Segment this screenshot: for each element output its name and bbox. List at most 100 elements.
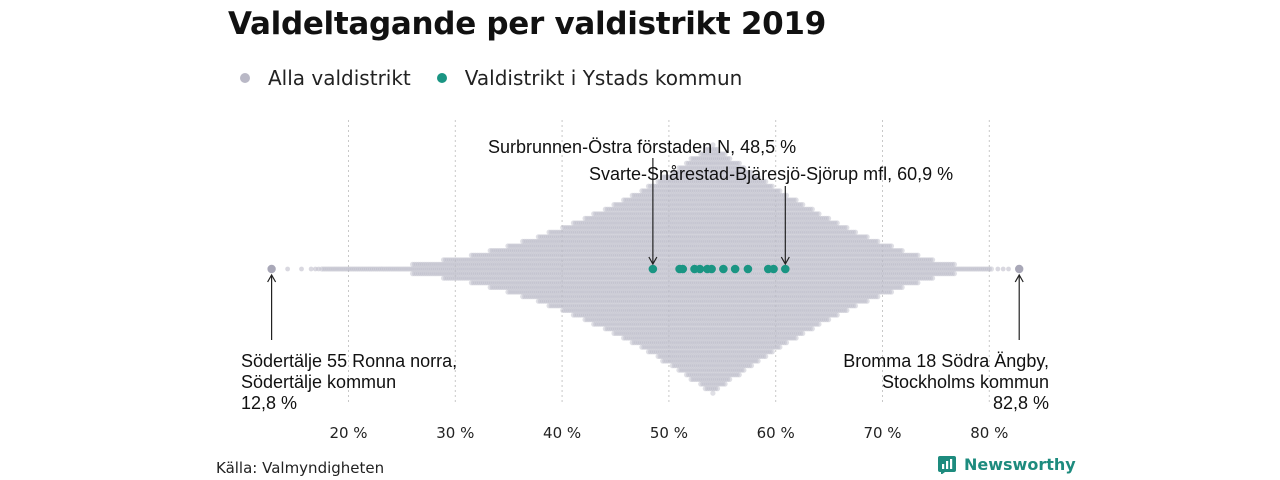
district-point [546, 229, 552, 235]
district-point [507, 284, 514, 290]
district-point [535, 234, 541, 240]
district-point [472, 252, 479, 258]
district-point [457, 275, 463, 281]
district-point [485, 266, 491, 272]
district-point [475, 266, 481, 272]
district-point [335, 266, 341, 272]
district-point [536, 294, 542, 300]
district-point [537, 234, 544, 240]
district-point [337, 266, 343, 272]
district-point [440, 257, 447, 263]
district-point [524, 294, 530, 300]
district-point [430, 271, 436, 277]
district-point [471, 266, 477, 272]
district-point [511, 243, 517, 249]
district-point [534, 266, 540, 272]
district-point [489, 271, 495, 277]
district-point [491, 257, 497, 263]
district-point [376, 266, 382, 272]
district-point [481, 266, 487, 272]
district-point [503, 248, 510, 254]
district-point [323, 266, 329, 272]
district-point [527, 261, 533, 267]
district-point [539, 243, 546, 249]
district-point [470, 261, 477, 267]
district-point [515, 252, 521, 258]
district-point [499, 275, 505, 281]
district-point [509, 271, 515, 277]
district-point [485, 257, 491, 263]
district-point [503, 280, 509, 286]
district-point [457, 257, 463, 263]
district-point [489, 280, 495, 286]
district-point [535, 289, 541, 295]
district-point [538, 257, 544, 263]
district-point [523, 252, 529, 258]
district-point [499, 266, 505, 272]
district-point [422, 266, 428, 272]
district-point [448, 271, 454, 277]
district-point [461, 275, 467, 281]
district-point [518, 257, 524, 263]
district-point [464, 271, 470, 277]
district-point [522, 257, 528, 263]
district-point [539, 261, 546, 267]
district-point [530, 275, 536, 281]
district-point [521, 243, 527, 249]
district-point [499, 248, 505, 254]
district-point [544, 248, 550, 254]
district-point [529, 289, 535, 295]
district-point [505, 275, 512, 281]
district-point [341, 266, 347, 272]
district-point [497, 257, 503, 263]
district-point [509, 252, 515, 258]
district-point [541, 271, 548, 277]
district-point [511, 261, 517, 267]
district-point [530, 257, 536, 263]
district-point [524, 248, 530, 254]
district-point [487, 284, 493, 290]
district-point [493, 257, 499, 263]
district-point [485, 280, 491, 286]
district-point [529, 243, 535, 249]
district-point [489, 257, 495, 263]
district-point [545, 261, 552, 267]
district-point [474, 280, 481, 286]
district-point [540, 294, 546, 300]
district-point [522, 266, 528, 272]
district-point [476, 280, 483, 286]
district-point [525, 280, 531, 286]
district-point [497, 275, 503, 281]
district-point [468, 280, 475, 286]
district-point [515, 261, 521, 267]
district-point [481, 257, 487, 263]
district-point [544, 294, 550, 300]
district-point [509, 248, 516, 254]
district-point [505, 271, 511, 277]
district-point [531, 289, 537, 295]
district-point [522, 284, 528, 290]
district-point [515, 243, 521, 249]
district-point [418, 266, 424, 272]
district-point [466, 261, 473, 267]
district-point [528, 248, 534, 254]
district-point [783, 192, 790, 198]
district-point [527, 289, 533, 295]
district-point [446, 261, 452, 267]
district-point [516, 248, 522, 254]
district-point [543, 289, 550, 295]
district-point [505, 252, 511, 258]
district-point [463, 266, 469, 272]
district-point [426, 261, 432, 267]
district-point [543, 298, 550, 304]
district-point [516, 266, 522, 272]
district-point [474, 252, 481, 258]
district-point [518, 248, 524, 254]
district-point [499, 257, 505, 263]
district-point [741, 367, 747, 373]
district-point [487, 275, 493, 281]
district-point [475, 275, 481, 281]
district-point [495, 275, 501, 281]
district-point [476, 252, 483, 258]
district-point [542, 275, 548, 281]
